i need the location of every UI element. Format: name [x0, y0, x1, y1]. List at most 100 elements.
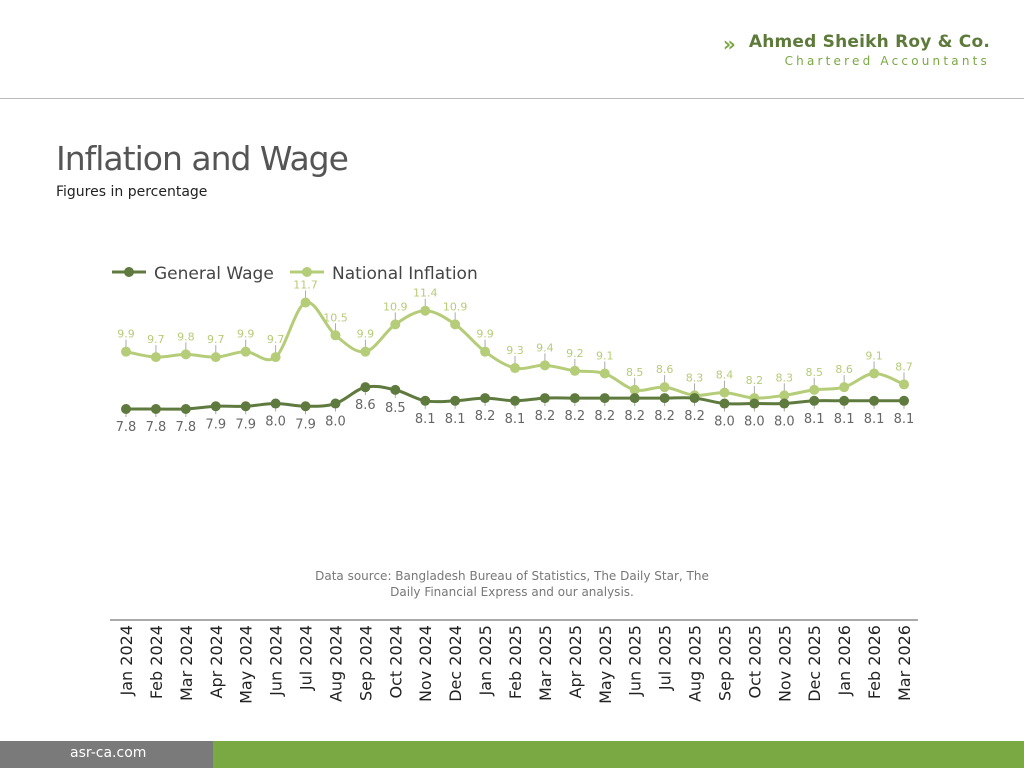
data-point	[749, 398, 760, 409]
data-point	[420, 305, 431, 316]
data-point	[450, 319, 461, 330]
data-label: 8.2	[746, 374, 764, 387]
data-label: 8.2	[594, 409, 615, 424]
data-label: 9.7	[147, 333, 165, 346]
data-point	[270, 352, 281, 363]
x-tick-label: Jul 2025	[656, 625, 675, 691]
data-label: 8.0	[714, 415, 735, 430]
x-tick-label: Mar 2024	[177, 625, 196, 701]
data-point	[121, 346, 131, 357]
data-point	[599, 393, 610, 404]
data-point	[659, 393, 670, 404]
data-label: 9.9	[117, 328, 135, 341]
x-tick-label: Aug 2024	[326, 625, 345, 702]
data-point	[121, 404, 131, 414]
data-point	[210, 401, 221, 412]
x-tick-label: Feb 2026	[865, 625, 884, 699]
data-label: 9.7	[207, 333, 225, 346]
data-label: 9.1	[865, 350, 883, 363]
footer-website-bar: asr-ca.com	[0, 741, 213, 768]
data-point	[899, 379, 909, 390]
data-point	[270, 398, 281, 409]
data-label: 10.5	[323, 311, 348, 324]
data-point	[180, 349, 191, 360]
data-label: 8.5	[626, 366, 644, 379]
data-point	[360, 382, 371, 393]
x-tick-label: Apr 2025	[566, 625, 585, 698]
data-point	[420, 395, 431, 406]
data-label: 8.5	[385, 401, 406, 416]
data-label: 8.2	[535, 409, 556, 424]
data-point	[539, 360, 550, 371]
data-label: 8.1	[505, 412, 526, 427]
data-point	[180, 404, 191, 414]
x-tick-label: Jun 2025	[626, 625, 645, 697]
data-point	[779, 390, 790, 401]
data-point	[150, 352, 161, 363]
legend-marker	[124, 267, 134, 277]
data-point	[330, 330, 341, 341]
header-divider	[0, 98, 1024, 99]
data-label: 9.4	[536, 341, 554, 354]
data-point	[480, 393, 491, 404]
data-point	[899, 395, 909, 406]
data-point	[599, 368, 610, 379]
data-label: 8.2	[475, 409, 496, 424]
data-point	[240, 346, 251, 357]
footer-accent-bar	[213, 741, 1024, 768]
data-point	[360, 346, 371, 357]
data-label: 7.8	[116, 420, 137, 435]
data-label: 7.9	[205, 417, 226, 432]
data-label: 8.6	[355, 398, 376, 413]
company-tagline: Chartered Accountants	[784, 54, 990, 68]
data-label: 8.7	[895, 360, 913, 373]
website-link[interactable]: asr-ca.com	[70, 745, 147, 761]
data-label: 8.1	[894, 412, 915, 427]
data-label: 9.1	[596, 350, 614, 363]
company-name: Ahmed Sheikh Roy & Co.	[748, 32, 990, 52]
data-label: 7.8	[146, 420, 167, 435]
x-tick-label: Nov 2024	[416, 625, 435, 702]
data-point	[689, 393, 700, 404]
data-label: 8.0	[744, 415, 765, 430]
data-point	[300, 297, 311, 308]
x-tick-label: Jan 2025	[476, 625, 495, 696]
x-tick-label: Apr 2024	[207, 625, 226, 698]
data-point	[330, 398, 341, 409]
data-label: 8.1	[834, 412, 855, 427]
data-label: 8.1	[415, 412, 436, 427]
x-tick-label: Jan 2026	[835, 625, 854, 696]
data-label: 8.2	[654, 409, 675, 424]
data-point	[510, 363, 520, 374]
data-point	[809, 384, 820, 395]
company-logo: » Ahmed Sheikh Roy & Co. Chartered Accou…	[723, 32, 990, 68]
data-label: 8.0	[774, 415, 795, 430]
x-tick-label: Nov 2025	[775, 625, 794, 702]
data-label: 11.7	[293, 279, 318, 292]
data-label: 8.1	[804, 412, 825, 427]
x-tick-label: Sep 2025	[715, 625, 734, 701]
data-label: 9.8	[177, 330, 195, 343]
data-label: 9.2	[566, 347, 584, 360]
data-point	[390, 319, 401, 330]
x-tick-label: Jan 2024	[117, 625, 136, 696]
data-label: 8.3	[686, 371, 704, 384]
data-point	[569, 393, 580, 404]
page-title: Inflation and Wage	[56, 139, 349, 178]
data-source-note: Data source: Bangladesh Bureau of Statis…	[315, 569, 709, 599]
data-point	[869, 395, 880, 406]
page-subtitle: Figures in percentage	[56, 184, 208, 200]
x-tick-label: Feb 2025	[506, 625, 525, 699]
data-label: 8.3	[776, 371, 794, 384]
x-tick-label: Oct 2025	[745, 625, 764, 698]
data-point	[240, 401, 251, 412]
data-label: 8.2	[684, 409, 705, 424]
data-point	[809, 395, 820, 406]
data-point	[390, 384, 401, 395]
x-tick-label: Jun 2024	[267, 625, 286, 697]
x-tick-label: Mar 2026	[895, 625, 914, 701]
data-point	[629, 393, 640, 404]
data-point	[480, 346, 491, 357]
data-label: 8.1	[864, 412, 885, 427]
data-label: 9.3	[506, 344, 524, 357]
